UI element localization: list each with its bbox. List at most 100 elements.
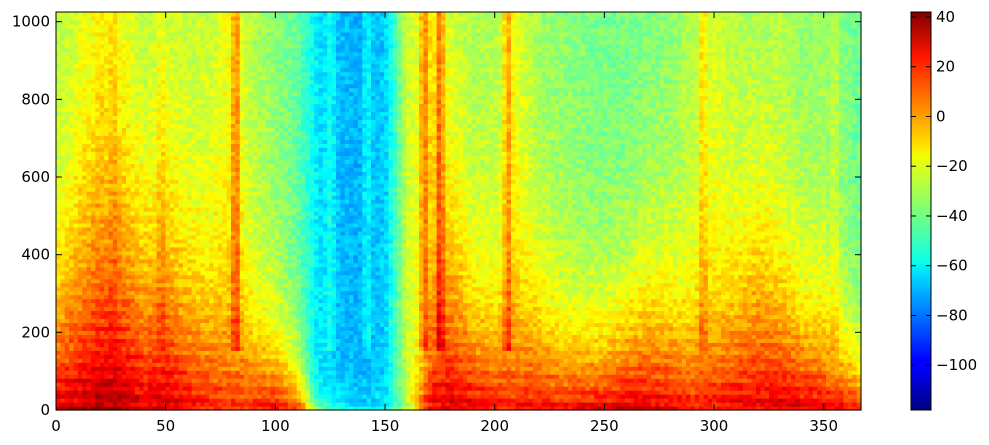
heatmap-cell — [156, 15, 162, 21]
heatmap-cell — [261, 310, 267, 316]
heatmap-cell — [187, 394, 193, 399]
heatmap-cell — [117, 91, 123, 97]
heatmap-cell — [209, 270, 215, 276]
heatmap-cell — [209, 350, 215, 355]
heatmap-cell — [169, 322, 175, 328]
heatmap-cell — [69, 238, 75, 244]
heatmap-cell — [95, 350, 101, 355]
heatmap-cell — [187, 47, 193, 53]
heatmap-cell — [200, 334, 206, 339]
heatmap-cell — [182, 123, 188, 129]
heatmap-cell — [134, 254, 140, 260]
heatmap-cell — [60, 59, 66, 65]
heatmap-cell — [121, 43, 127, 49]
heatmap-cell — [86, 230, 92, 236]
heatmap-cell — [204, 350, 210, 355]
heatmap-cell — [191, 326, 197, 331]
heatmap-cell — [213, 147, 219, 152]
heatmap-cell — [244, 79, 250, 85]
heatmap-cell — [156, 302, 162, 308]
heatmap-cell — [209, 290, 215, 296]
heatmap-cell — [64, 262, 70, 268]
heatmap-cell — [56, 254, 61, 260]
heatmap-cell — [139, 222, 145, 228]
heatmap-cell — [204, 334, 210, 339]
heatmap-cell — [235, 266, 241, 272]
heatmap-cell — [169, 195, 175, 200]
heatmap-cell — [156, 123, 162, 129]
heatmap-cell — [217, 298, 223, 304]
heatmap-cell — [187, 207, 193, 212]
heatmap-cell — [200, 326, 206, 331]
heatmap-cell — [270, 318, 276, 324]
heatmap-cell — [174, 79, 180, 85]
heatmap-cell — [86, 214, 92, 220]
heatmap-cell — [226, 286, 232, 292]
heatmap-cell — [82, 147, 88, 152]
heatmap-cell — [226, 127, 232, 132]
heatmap-cell — [169, 398, 175, 403]
heatmap-cell — [204, 103, 210, 109]
heatmap-cell — [99, 23, 105, 29]
heatmap-cell — [252, 211, 258, 216]
heatmap-cell — [222, 266, 228, 272]
heatmap-cell — [77, 12, 83, 17]
heatmap-cell — [104, 298, 110, 304]
heatmap-cell — [130, 163, 136, 168]
heatmap-cell — [261, 278, 267, 284]
heatmap-cell — [134, 175, 140, 180]
heatmap-cell — [161, 83, 166, 89]
heatmap-cell — [182, 59, 188, 65]
heatmap-cell — [222, 246, 228, 252]
heatmap-cell — [266, 35, 271, 41]
heatmap-cell — [95, 386, 101, 391]
heatmap-cell — [252, 386, 258, 391]
heatmap-cell — [139, 258, 145, 264]
heatmap-cell — [248, 187, 254, 192]
heatmap-cell — [147, 75, 153, 81]
heatmap-cell — [182, 31, 188, 37]
heatmap-cell — [196, 278, 201, 284]
heatmap-cell — [213, 207, 219, 212]
heatmap-cell — [222, 151, 228, 156]
heatmap-cell — [147, 290, 153, 296]
heatmap-cell — [91, 406, 96, 411]
heatmap-cell — [165, 262, 171, 268]
heatmap-cell — [77, 167, 83, 172]
heatmap-cell — [121, 258, 127, 264]
heatmap-cell — [231, 294, 236, 300]
heatmap-cell — [217, 346, 223, 351]
heatmap-cell — [200, 338, 206, 343]
heatmap-cell — [165, 390, 171, 395]
heatmap-cell — [121, 298, 127, 304]
heatmap-cell — [231, 278, 236, 284]
heatmap-cell — [82, 398, 88, 403]
heatmap-cell — [77, 386, 83, 391]
heatmap-cell — [112, 71, 118, 77]
heatmap-cell — [174, 67, 180, 73]
heatmap-cell — [82, 115, 88, 121]
heatmap-cell — [112, 314, 118, 320]
heatmap-cell — [213, 246, 219, 252]
heatmap-cell — [121, 91, 127, 97]
heatmap-cell — [182, 266, 188, 272]
heatmap-cell — [222, 346, 228, 351]
heatmap-cell — [196, 338, 201, 343]
heatmap-cell — [231, 366, 236, 371]
heatmap-cell — [239, 119, 245, 125]
heatmap-cell — [244, 238, 250, 244]
heatmap-cell — [126, 155, 131, 160]
heatmap-cell — [117, 207, 123, 212]
heatmap-cell — [266, 254, 271, 260]
heatmap-cell — [108, 191, 114, 196]
heatmap-cell — [165, 366, 171, 371]
heatmap-cell — [165, 47, 171, 53]
heatmap-cell — [196, 334, 201, 339]
heatmap-cell — [99, 179, 105, 184]
heatmap-cell — [60, 131, 66, 136]
heatmap-cell — [117, 330, 123, 335]
heatmap-cell — [134, 214, 140, 220]
heatmap-cell — [239, 298, 245, 304]
heatmap-cell — [108, 394, 114, 399]
heatmap-cell — [252, 290, 258, 296]
